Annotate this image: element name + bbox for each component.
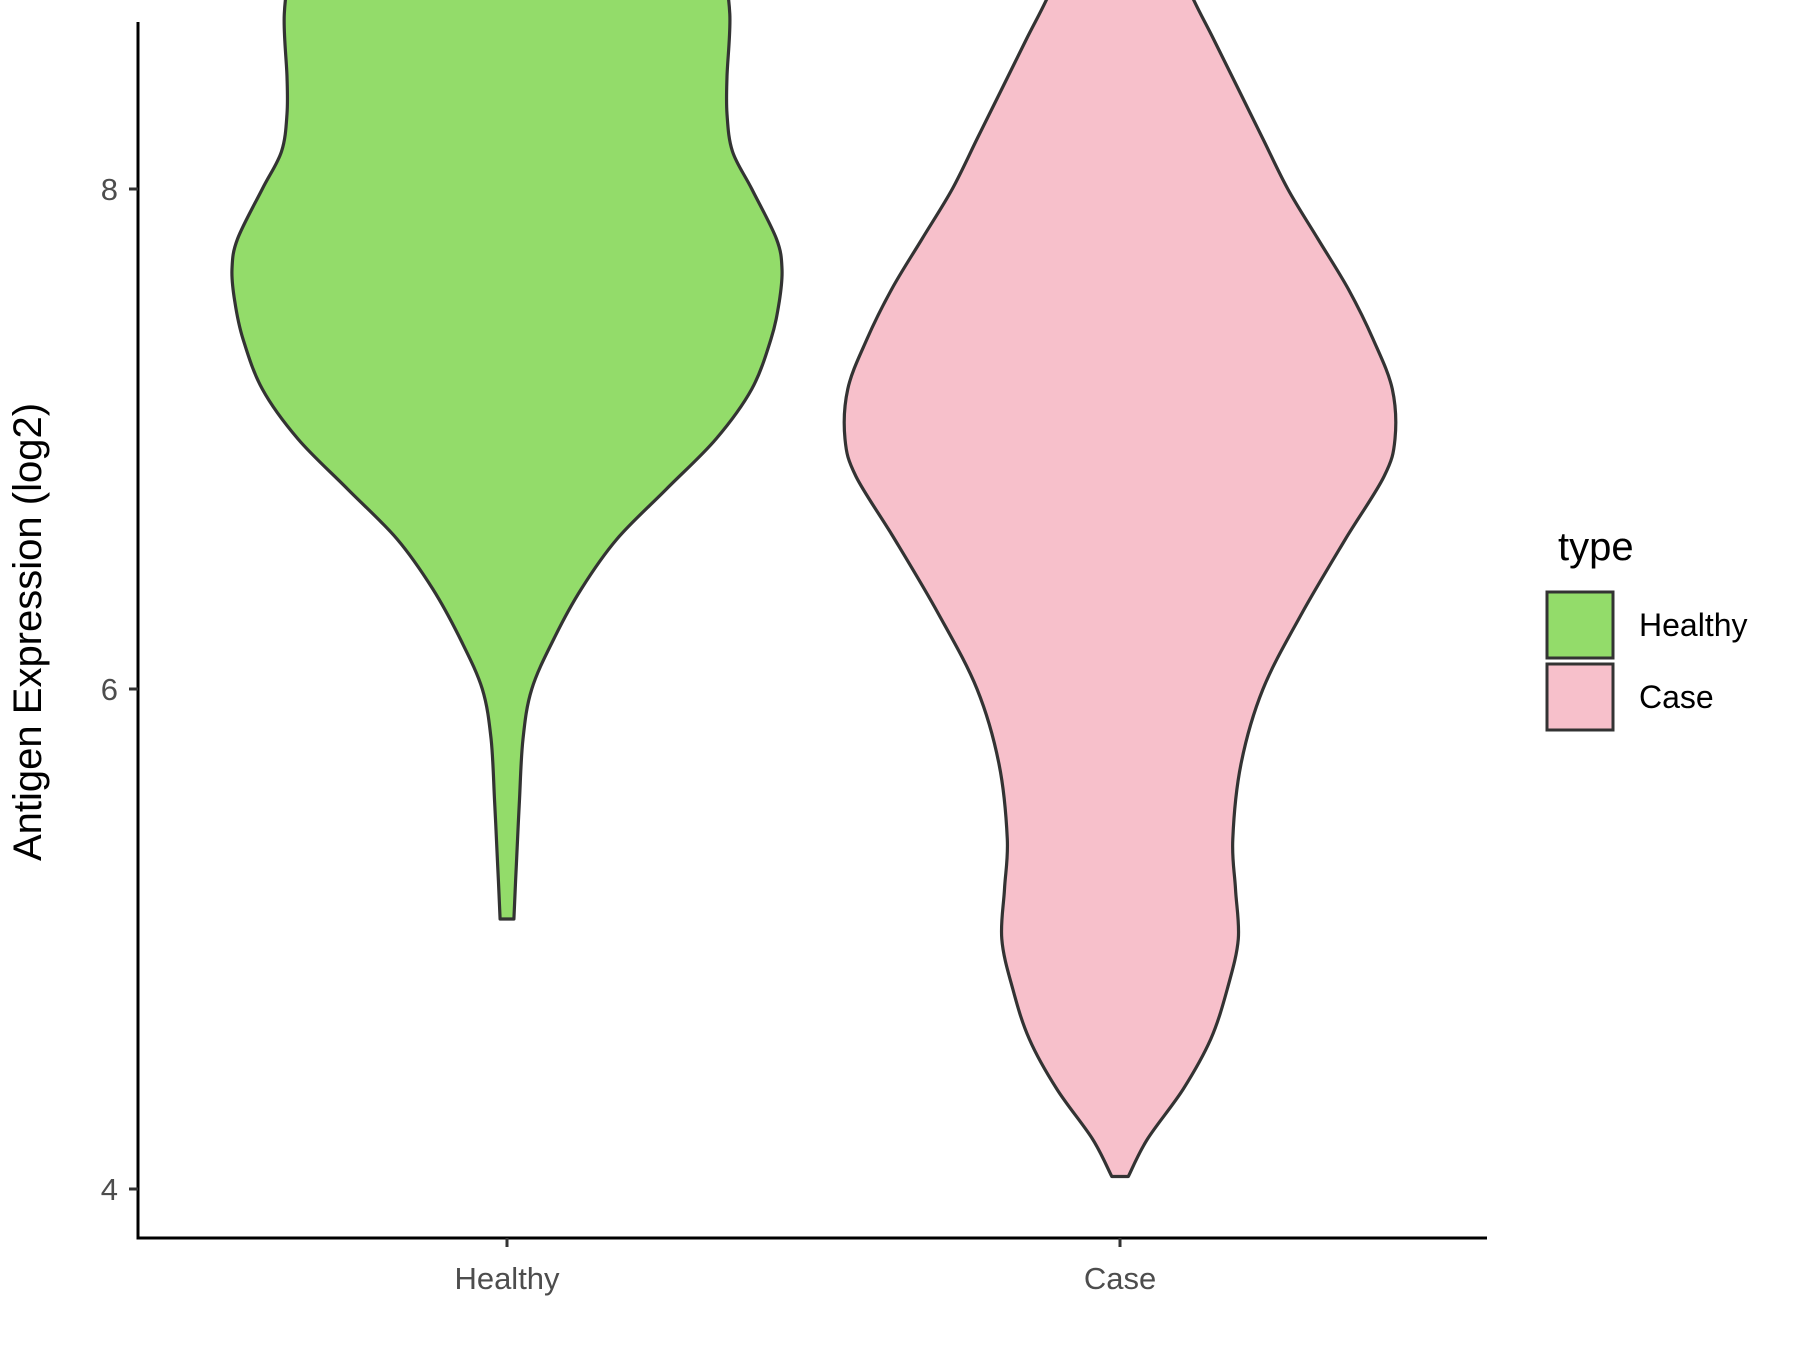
x-tick-label: Healthy — [454, 1261, 560, 1296]
legend-label: Case — [1639, 679, 1714, 715]
legend-swatch — [1545, 662, 1615, 732]
x-tick-label: Case — [1084, 1261, 1156, 1296]
y-axis-title: Antigen Expression (log2) — [6, 403, 50, 861]
violin-case — [842, 0, 1398, 1179]
y-axis-ticks: 4681012 — [101, 172, 138, 1207]
y-tick-label: 8 — [101, 172, 118, 207]
plot-area — [230, 0, 1398, 1179]
legend-entries: Healthy Case — [1545, 590, 1748, 732]
violin-healthy — [230, 0, 784, 921]
legend: type Healthy Case — [1545, 525, 1748, 732]
y-tick-label: 4 — [101, 1172, 118, 1207]
x-axis-ticks: Healthy Case — [454, 1238, 1156, 1296]
y-tick-label: 6 — [101, 672, 118, 707]
legend-title: type — [1558, 525, 1634, 569]
legend-swatch — [1545, 590, 1615, 660]
legend-label: Healthy — [1639, 607, 1748, 643]
